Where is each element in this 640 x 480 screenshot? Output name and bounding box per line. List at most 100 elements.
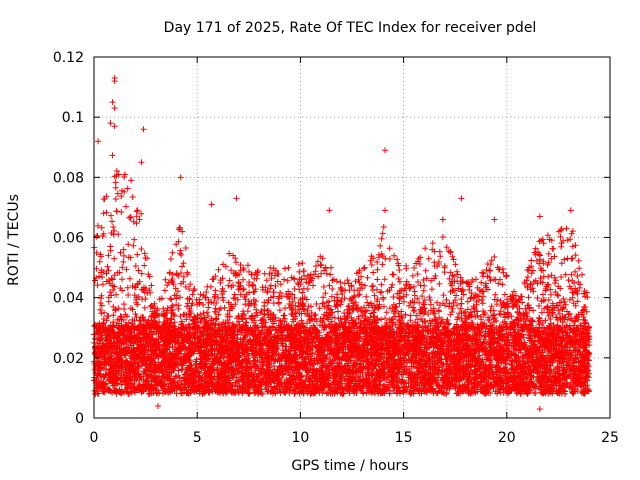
- roti-point: [579, 307, 586, 314]
- roti-point: [131, 236, 138, 243]
- roti-point: [572, 268, 579, 275]
- roti-point: [112, 184, 119, 191]
- roti-point: [497, 297, 504, 304]
- roti-point: [263, 277, 270, 284]
- roti-point: [422, 267, 429, 274]
- roti-point: [180, 273, 187, 280]
- roti-point: [449, 253, 456, 260]
- roti-point: [574, 272, 581, 279]
- roti-point: [447, 311, 454, 318]
- roti-point: [212, 273, 219, 280]
- roti-point: [280, 312, 287, 319]
- roti-point: [123, 266, 130, 273]
- roti-point: [204, 309, 211, 316]
- roti-point: [129, 282, 136, 289]
- roti-point: [179, 366, 186, 373]
- roti-point: [115, 305, 122, 312]
- roti-point: [552, 279, 559, 286]
- roti-point: [443, 244, 450, 251]
- roti-point: [107, 366, 114, 373]
- roti-point: [386, 256, 393, 263]
- roti-point: [380, 224, 387, 231]
- roti-point: [435, 362, 442, 369]
- roti-point: [274, 278, 281, 285]
- roti-point: [319, 300, 326, 307]
- roti-point: [545, 250, 552, 257]
- roti-point: [105, 252, 112, 259]
- roti-point: [361, 264, 368, 271]
- roti-point: [557, 233, 564, 240]
- roti-point: [242, 319, 249, 326]
- roti-point: [377, 242, 384, 249]
- roti-point: [569, 228, 576, 235]
- roti-point: [579, 271, 586, 278]
- roti-point: [350, 294, 357, 301]
- roti-point: [261, 299, 268, 306]
- roti-point: [378, 316, 385, 323]
- roti-point: [565, 311, 572, 318]
- roti-point: [548, 255, 555, 262]
- roti-point: [370, 269, 377, 276]
- roti-point: [136, 216, 143, 223]
- roti-point: [530, 307, 537, 314]
- roti-point: [187, 281, 194, 288]
- roti-point: [291, 294, 298, 301]
- roti-point: [407, 284, 414, 291]
- roti-point: [112, 179, 119, 186]
- roti-point: [117, 249, 124, 256]
- roti-point: [188, 302, 195, 309]
- roti-point: [540, 240, 547, 247]
- roti-point: [440, 292, 447, 299]
- roti-point: [474, 321, 481, 328]
- roti-point: [299, 289, 306, 296]
- roti-point: [396, 278, 403, 285]
- roti-point: [548, 291, 555, 298]
- roti-point: [98, 253, 105, 260]
- roti-point: [308, 310, 315, 317]
- roti-point: [109, 152, 116, 159]
- roti-point: [120, 258, 127, 265]
- roti-point: [329, 277, 336, 284]
- roti-point: [281, 265, 288, 272]
- roti-point: [526, 305, 533, 312]
- roti-point: [179, 228, 186, 235]
- roti-point: [174, 288, 181, 295]
- roti-point: [566, 283, 573, 290]
- roti-point: [182, 244, 189, 251]
- roti-point: [111, 173, 118, 180]
- roti-point: [549, 245, 556, 252]
- roti-point: [124, 185, 131, 192]
- roti-point: [108, 275, 115, 282]
- roti-point: [233, 379, 240, 386]
- roti-point: [558, 260, 565, 267]
- roti-point: [192, 358, 199, 365]
- roti-point: [103, 209, 110, 216]
- roti-point: [454, 316, 461, 323]
- roti-point: [390, 293, 397, 300]
- roti-point: [119, 276, 126, 283]
- roti-point: [176, 294, 183, 301]
- roti-point: [120, 252, 127, 259]
- roti-point: [114, 190, 121, 197]
- roti-point: [426, 294, 433, 301]
- roti-point: [393, 304, 400, 311]
- roti-point: [161, 287, 168, 294]
- roti-point: [118, 209, 125, 216]
- roti-point: [469, 340, 476, 347]
- roti-point: [423, 275, 430, 282]
- roti-point: [380, 303, 387, 310]
- roti-point: [168, 316, 175, 323]
- roti-point: [276, 317, 283, 324]
- roti-point: [131, 292, 138, 299]
- roti-point: [555, 283, 562, 290]
- roti-point: [141, 262, 148, 269]
- roti-point: [386, 245, 393, 252]
- roti-point: [165, 390, 172, 397]
- roti-point: [225, 319, 232, 326]
- roti-point: [133, 220, 140, 227]
- roti-point: [320, 294, 327, 301]
- roti-point: [104, 263, 111, 270]
- roti-point: [104, 313, 111, 320]
- roti-point: [299, 260, 306, 267]
- roti-point: [107, 289, 114, 296]
